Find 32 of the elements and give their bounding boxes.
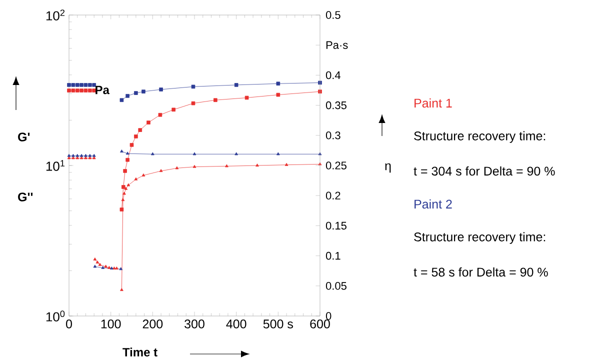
text: Structure recovery time:	[414, 232, 546, 244]
text: Paint 1	[414, 98, 452, 108]
y2-tick-label: 0.15	[326, 222, 346, 230]
text: G''	[18, 192, 33, 202]
y2-tick-label: 0.5	[326, 11, 340, 19]
x-tick-label: 500 s	[263, 320, 293, 328]
text: t = 304 s for Delta = 90 %	[414, 166, 555, 176]
y2-tick-label: 0.2	[326, 192, 340, 200]
x-tick-label: 400	[226, 320, 246, 328]
text: t = 58 s for Delta = 90 %	[414, 267, 548, 277]
x-tick-label: 100	[101, 320, 121, 328]
y-axis-title: Pa	[96, 86, 110, 94]
x-tick-label: 0	[66, 320, 72, 328]
y2-tick-label: 0.25	[326, 162, 346, 170]
y2-tick-label: 0.35	[326, 101, 346, 110]
y2-tick-label: 0.1	[326, 252, 340, 260]
y-tick-label: 10$^{0}$	[46, 310, 65, 322]
text: Paint 2	[414, 199, 452, 209]
y2-tick-label: 0	[326, 312, 332, 320]
x-tick-label: 200	[142, 320, 163, 328]
text: Structure recovery time:	[414, 131, 546, 143]
x-tick-label: 300	[184, 320, 204, 328]
y2-tick-label: 0.3	[326, 132, 340, 140]
x-tick-label: 600	[310, 320, 330, 328]
text: η	[385, 163, 391, 173]
text: G'	[18, 132, 30, 142]
y2-tick-label: 0.4	[326, 71, 340, 80]
y-tick-label: 10$^{1}$	[46, 160, 65, 171]
y2-tick-label: Pa·s	[326, 41, 348, 49]
x-axis-title: Time t	[122, 348, 158, 356]
y-tick-label: 10$^{2}$	[46, 10, 64, 20]
y2-tick-label: 0.05	[326, 282, 346, 290]
